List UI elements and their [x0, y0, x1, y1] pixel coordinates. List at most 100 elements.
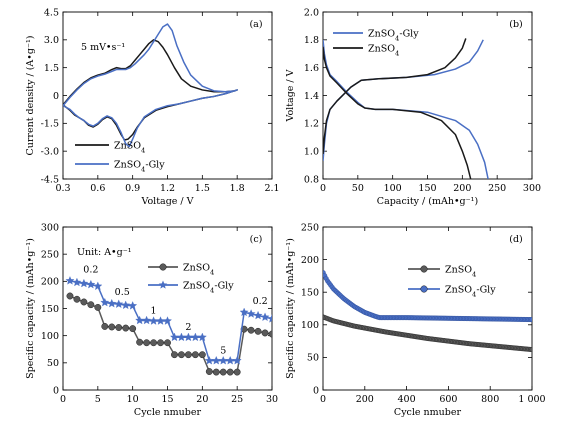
- y-tick-label: 300: [41, 222, 59, 233]
- panel-label: (b): [509, 19, 523, 30]
- rate-label: 1: [151, 305, 157, 316]
- data-point: [268, 330, 272, 338]
- y-tick-label: 1.8: [304, 35, 319, 46]
- y-tick-label: 250: [41, 249, 59, 260]
- data-point: [149, 316, 159, 325]
- data-point: [177, 351, 185, 359]
- data-point: [260, 312, 270, 321]
- x-tick-label: 200: [453, 183, 471, 194]
- legend-marker: [158, 280, 168, 289]
- panel-label: (a): [249, 19, 262, 30]
- data-point: [247, 326, 255, 334]
- x-tick-label: 1.2: [160, 183, 175, 194]
- plot-frame: [62, 11, 273, 180]
- data-point: [253, 310, 263, 320]
- data-point: [129, 325, 137, 333]
- data-point: [170, 332, 179, 342]
- y-tick-label: 0: [53, 91, 59, 102]
- y-axis-label: Voltage / V: [285, 69, 296, 122]
- legend-marker: [420, 265, 428, 273]
- data-point: [212, 368, 220, 376]
- x-tick-label: 0: [320, 183, 326, 194]
- data-point: [184, 351, 192, 359]
- legend-label: ZnSO4: [445, 265, 476, 279]
- legend-entry: ZnSO4-Gly: [75, 160, 165, 174]
- x-axis-label: Capacity / (mAh•g⁻¹): [377, 196, 478, 207]
- x-tick-label: 250: [488, 183, 506, 194]
- x-tick-label: 0.3: [55, 183, 70, 194]
- x-tick-label: 400: [398, 394, 416, 405]
- legend-entry: ZnSO4: [333, 44, 399, 58]
- x-tick-label: 200: [356, 394, 374, 405]
- y-tick-label: 1.5: [44, 63, 59, 74]
- x-tick-label: 25: [231, 394, 243, 405]
- data-point: [72, 277, 82, 287]
- x-tick-label: 0: [320, 394, 326, 405]
- data-point: [73, 295, 81, 303]
- plot-frame: [322, 226, 533, 391]
- data-point: [101, 322, 109, 330]
- chart-panel-b: 0 50 100 150 200 250 300 0.8 1.0 1.2 1.4 1.6 1.8 2.0 C…: [285, 7, 541, 207]
- data-point: [122, 324, 130, 332]
- legend-label: ZnSO4-Gly: [183, 281, 234, 295]
- data-point: [191, 351, 199, 359]
- series-line-discharge-3: [323, 46, 472, 179]
- data-point: [80, 298, 88, 306]
- data-point: [79, 278, 89, 288]
- x-axis-label: Voltage / V: [140, 196, 193, 207]
- y-tick-label: 0: [313, 385, 319, 396]
- data-point: [261, 329, 269, 337]
- data-point: [218, 355, 228, 365]
- series-group: [65, 276, 272, 376]
- rate-label: 2: [185, 322, 191, 333]
- x-axis-label: Cycle nmuber: [394, 407, 462, 418]
- legend-entry: ZnSO4: [75, 141, 145, 155]
- rate-label: 0.2: [253, 296, 268, 307]
- data-point: [219, 368, 227, 376]
- y-tick-label: 150: [301, 288, 319, 299]
- data-point: [176, 332, 186, 342]
- y-tick-label: -4.5: [41, 174, 59, 185]
- x-tick-label: 0: [60, 394, 66, 405]
- x-tick-label: 0.9: [125, 183, 140, 194]
- y-tick-label: 0: [53, 385, 59, 396]
- plot-frame: [322, 11, 533, 180]
- y-tick-label: -3.0: [41, 146, 59, 157]
- series-line-1: [63, 23, 238, 148]
- y-tick-label: 50: [307, 353, 319, 364]
- data-point: [65, 276, 75, 285]
- data-point: [163, 316, 172, 325]
- data-point: [157, 339, 164, 347]
- data-point: [198, 351, 206, 359]
- legend-entry: ZnSO4-Gly: [408, 285, 496, 299]
- series-line-discharge-1: [323, 39, 489, 179]
- data-point: [128, 301, 138, 310]
- data-point: [254, 327, 262, 335]
- data-point: [529, 347, 532, 353]
- x-tick-label: 150: [418, 183, 436, 194]
- y-tick-label: 100: [41, 331, 59, 342]
- legend-label: ZnSO4-Gly: [445, 285, 496, 299]
- legend-entry: ZnSO4: [408, 265, 476, 279]
- y-tick-label: 4.5: [44, 7, 59, 18]
- data-point: [156, 316, 165, 325]
- x-axis-label: Cycle nmuber: [134, 407, 202, 418]
- series-group: [323, 38, 489, 179]
- y-axis-label: Current density / (A•g⁻¹): [25, 35, 36, 155]
- x-tick-label: 600: [439, 394, 457, 405]
- legend-entry: ZnSO4-Gly: [148, 280, 234, 295]
- series-line-charge-2: [323, 38, 467, 155]
- legend-label: ZnSO4: [114, 141, 145, 155]
- y-axis-label: Specific capacity / (mAh•g⁻¹): [285, 238, 296, 379]
- data-point: [107, 298, 117, 308]
- data-point: [246, 309, 256, 318]
- data-point: [183, 332, 193, 342]
- data-point: [143, 339, 151, 347]
- x-tick-label: 10: [127, 394, 139, 405]
- data-point: [114, 299, 124, 308]
- y-tick-label: 1.6: [304, 63, 319, 74]
- x-tick-label: 0.6: [90, 183, 105, 194]
- data-point: [164, 339, 171, 347]
